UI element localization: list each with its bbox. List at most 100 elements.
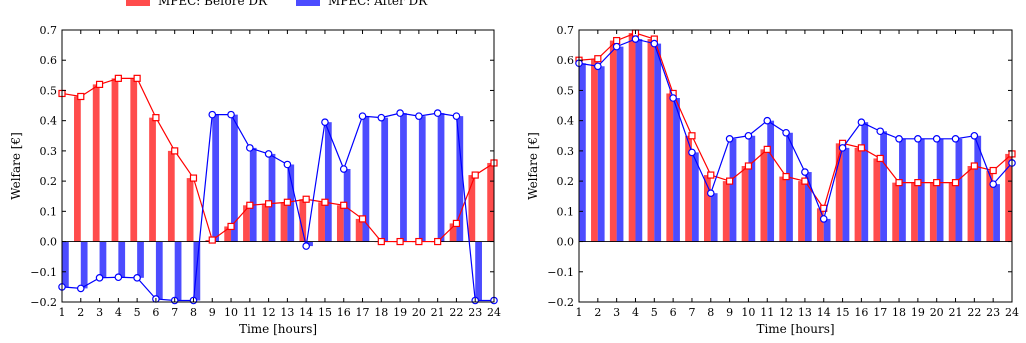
legend-swatch-before-dr xyxy=(126,0,150,6)
marker xyxy=(707,171,715,179)
marker xyxy=(246,144,254,152)
bar xyxy=(224,226,232,242)
x-tick-label: 10 xyxy=(224,306,238,319)
x-tick-label: 8 xyxy=(190,306,197,319)
bar xyxy=(955,138,963,242)
bar xyxy=(722,181,730,242)
bar xyxy=(704,175,711,242)
bar xyxy=(779,176,787,242)
bar xyxy=(174,241,182,301)
bar xyxy=(899,138,906,242)
bar xyxy=(986,170,994,242)
legend-label-before-dr: MPEC: Before DR xyxy=(158,0,268,8)
bar xyxy=(917,138,925,242)
marker xyxy=(688,132,696,140)
x-tick-label: 18 xyxy=(374,306,388,319)
x-tick-label: 13 xyxy=(798,306,812,319)
marker xyxy=(396,237,404,246)
marker xyxy=(265,200,273,208)
legend-label-after-dr: MPEC: After DR xyxy=(328,0,428,8)
bar xyxy=(616,46,624,242)
bar xyxy=(381,117,389,242)
marker xyxy=(744,162,753,170)
y-tick-label: 0.4 xyxy=(40,115,58,128)
bar xyxy=(628,33,636,242)
bar xyxy=(666,93,674,242)
marker xyxy=(895,179,903,187)
x-tick-label: 13 xyxy=(280,306,294,319)
marker xyxy=(970,162,978,170)
bar xyxy=(647,39,655,242)
bar xyxy=(212,114,220,242)
bar xyxy=(449,223,457,242)
marker xyxy=(302,195,310,203)
marker xyxy=(763,145,771,153)
bar xyxy=(760,149,768,242)
marker xyxy=(914,135,922,143)
bar xyxy=(835,143,843,242)
bar xyxy=(767,120,775,242)
y-tick-label: 0.6 xyxy=(557,54,575,67)
x-tick-label: 8 xyxy=(707,306,714,319)
x-tick-label: 14 xyxy=(817,306,831,319)
bar xyxy=(892,182,900,242)
bar xyxy=(873,158,881,242)
y-tick-label: 0.0 xyxy=(40,236,58,249)
marker xyxy=(208,110,217,119)
chart-right: −0.2−0.10.00.10.20.30.40.50.60.71 2 3 4 5 6 7 8… xyxy=(526,24,1019,336)
bar xyxy=(854,147,862,242)
x-axis-label: Time [hours] xyxy=(239,322,317,336)
marker xyxy=(415,112,423,120)
bars-before-dr xyxy=(74,78,494,243)
bar xyxy=(418,116,426,242)
marker xyxy=(452,112,461,120)
bar xyxy=(1005,153,1012,242)
y-axis-label: Welfare [€] xyxy=(526,132,540,200)
bar xyxy=(80,241,88,289)
y-tick-label: 0.7 xyxy=(40,24,58,37)
bar xyxy=(149,117,156,242)
x-tick-label: 24 xyxy=(1005,306,1019,319)
bar xyxy=(475,241,482,301)
marker xyxy=(801,177,809,185)
marker xyxy=(989,166,997,175)
bar xyxy=(243,205,250,242)
bars-before-dr xyxy=(591,33,1012,242)
bar xyxy=(710,193,718,242)
marker xyxy=(434,237,442,246)
bar xyxy=(842,147,850,242)
x-tick-label: 16 xyxy=(337,306,351,319)
marker xyxy=(283,160,292,169)
bar xyxy=(861,122,869,242)
marker xyxy=(396,109,404,117)
x-tick-label: 11 xyxy=(760,306,774,319)
bar xyxy=(936,138,944,242)
bar xyxy=(967,166,975,242)
x-tick-label: 20 xyxy=(930,306,944,319)
marker xyxy=(114,74,122,82)
x-tick-label: 20 xyxy=(412,306,426,319)
x-tick-label: 2 xyxy=(594,306,601,319)
bar xyxy=(111,78,119,242)
marker xyxy=(302,242,310,250)
x-tick-label: 1 xyxy=(59,306,66,319)
bar xyxy=(268,153,276,242)
bar xyxy=(306,241,313,247)
x-tick-label: 19 xyxy=(393,306,407,319)
bar xyxy=(137,241,144,278)
bar xyxy=(993,184,1000,242)
y-tick-label: 0.3 xyxy=(557,145,575,158)
marker xyxy=(246,201,254,209)
bar xyxy=(130,78,138,242)
marker xyxy=(706,189,715,198)
marker xyxy=(471,171,479,179)
bar xyxy=(324,122,332,242)
x-tick-label: 24 xyxy=(487,306,501,319)
y-tick-label: 0.5 xyxy=(557,84,575,97)
x-tick-label: 23 xyxy=(468,306,482,319)
bar xyxy=(691,152,699,242)
bar xyxy=(816,208,824,242)
x-tick-label: 19 xyxy=(911,306,925,319)
marker xyxy=(133,74,141,82)
